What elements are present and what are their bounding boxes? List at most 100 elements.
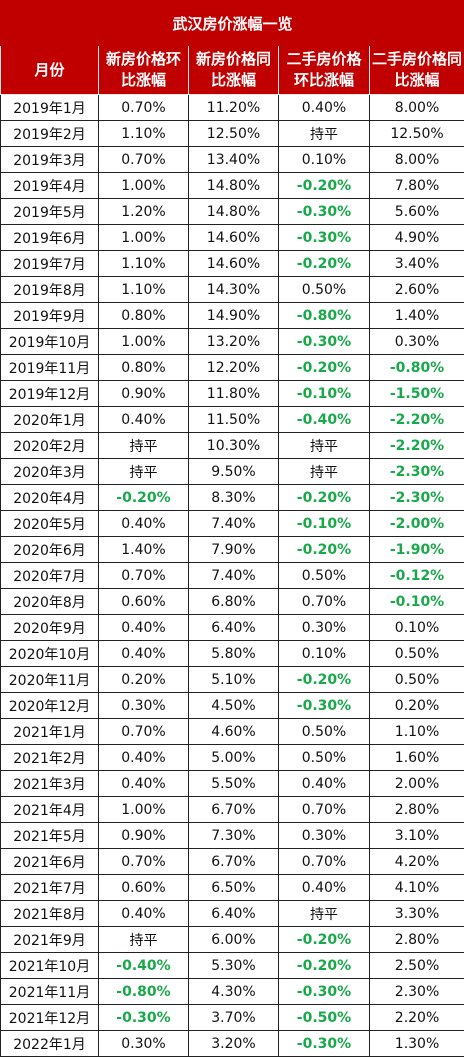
- cell-second-yoy: 1.30%: [370, 1031, 464, 1057]
- cell-new-mom: -0.30%: [99, 1005, 189, 1031]
- cell-month: 2021年6月: [1, 849, 99, 875]
- cell-second-mom: 0.50%: [279, 563, 370, 589]
- cell-second-mom: -0.20%: [279, 667, 370, 693]
- cell-new-yoy: 4.30%: [189, 979, 279, 1005]
- cell-second-mom: -0.20%: [279, 953, 370, 979]
- cell-second-mom: -0.20%: [279, 251, 370, 277]
- cell-second-mom: -0.20%: [279, 173, 370, 199]
- cell-second-yoy: 1.40%: [370, 303, 464, 329]
- cell-second-yoy: 3.30%: [370, 901, 464, 927]
- cell-month: 2019年10月: [1, 329, 99, 355]
- cell-month: 2021年1月: [1, 719, 99, 745]
- cell-second-yoy: -2.30%: [370, 459, 464, 485]
- cell-new-mom: 0.80%: [99, 303, 189, 329]
- cell-new-yoy: 8.30%: [189, 485, 279, 511]
- cell-new-yoy: 14.60%: [189, 251, 279, 277]
- cell-month: 2020年5月: [1, 511, 99, 537]
- header-new-mom: 新房价格环比涨幅: [99, 46, 189, 95]
- cell-month: 2020年3月: [1, 459, 99, 485]
- cell-new-yoy: 5.00%: [189, 745, 279, 771]
- cell-second-yoy: -0.10%: [370, 589, 464, 615]
- cell-new-yoy: 5.10%: [189, 667, 279, 693]
- cell-new-mom: 0.40%: [99, 615, 189, 641]
- cell-new-yoy: 6.50%: [189, 875, 279, 901]
- cell-new-mom: 0.30%: [99, 693, 189, 719]
- cell-second-yoy: 8.00%: [370, 95, 464, 121]
- cell-new-yoy: 11.50%: [189, 407, 279, 433]
- table-row: 2021年10月-0.40%5.30%-0.20%2.50%: [1, 953, 464, 979]
- cell-month: 2021年10月: [1, 953, 99, 979]
- cell-second-yoy: -2.30%: [370, 485, 464, 511]
- cell-month: 2021年2月: [1, 745, 99, 771]
- cell-new-mom: -0.80%: [99, 979, 189, 1005]
- cell-second-mom: -0.40%: [279, 407, 370, 433]
- cell-second-yoy: 2.60%: [370, 277, 464, 303]
- cell-second-mom: 0.30%: [279, 823, 370, 849]
- cell-second-mom: -0.30%: [279, 199, 370, 225]
- cell-second-mom: -0.20%: [279, 485, 370, 511]
- cell-second-mom: 0.50%: [279, 745, 370, 771]
- cell-second-yoy: 8.00%: [370, 147, 464, 173]
- cell-second-yoy: 2.80%: [370, 927, 464, 953]
- cell-second-mom: -0.30%: [279, 979, 370, 1005]
- cell-new-yoy: 13.40%: [189, 147, 279, 173]
- cell-second-yoy: 2.30%: [370, 979, 464, 1005]
- cell-month: 2020年7月: [1, 563, 99, 589]
- cell-second-mom: 0.10%: [279, 641, 370, 667]
- title-row: 武汉房价涨幅一览: [1, 1, 464, 46]
- cell-second-yoy: 1.60%: [370, 745, 464, 771]
- cell-month: 2021年9月: [1, 927, 99, 953]
- cell-second-mom: 0.40%: [279, 875, 370, 901]
- cell-month: 2020年2月: [1, 433, 99, 459]
- cell-month: 2021年11月: [1, 979, 99, 1005]
- cell-second-yoy: 5.60%: [370, 199, 464, 225]
- cell-new-yoy: 11.20%: [189, 95, 279, 121]
- cell-month: 2019年6月: [1, 225, 99, 251]
- cell-new-yoy: 14.60%: [189, 225, 279, 251]
- cell-month: 2020年12月: [1, 693, 99, 719]
- cell-second-mom: -0.10%: [279, 511, 370, 537]
- cell-second-mom: -0.30%: [279, 329, 370, 355]
- cell-second-mom: -0.80%: [279, 303, 370, 329]
- cell-month: 2019年9月: [1, 303, 99, 329]
- cell-new-mom: 1.00%: [99, 173, 189, 199]
- cell-second-mom: -0.20%: [279, 355, 370, 381]
- cell-month: 2020年10月: [1, 641, 99, 667]
- cell-new-mom: 0.20%: [99, 667, 189, 693]
- header-row: 月份 新房价格环比涨幅 新房价格同比涨幅 二手房价格环比涨幅 二手房价格同比涨幅: [1, 46, 464, 95]
- cell-new-mom: -0.40%: [99, 953, 189, 979]
- cell-new-yoy: 5.80%: [189, 641, 279, 667]
- cell-second-yoy: 4.20%: [370, 849, 464, 875]
- cell-new-mom: 0.70%: [99, 719, 189, 745]
- cell-month: 2022年1月: [1, 1031, 99, 1057]
- cell-new-yoy: 6.40%: [189, 615, 279, 641]
- cell-new-yoy: 3.70%: [189, 1005, 279, 1031]
- cell-month: 2019年5月: [1, 199, 99, 225]
- cell-new-mom: 0.40%: [99, 641, 189, 667]
- cell-month: 2021年4月: [1, 797, 99, 823]
- cell-new-yoy: 14.30%: [189, 277, 279, 303]
- cell-second-yoy: 0.50%: [370, 667, 464, 693]
- cell-new-mom: 持平: [99, 433, 189, 459]
- cell-month: 2019年3月: [1, 147, 99, 173]
- cell-second-yoy: 2.00%: [370, 771, 464, 797]
- cell-second-yoy: -2.20%: [370, 433, 464, 459]
- cell-new-yoy: 12.20%: [189, 355, 279, 381]
- cell-new-mom: 1.20%: [99, 199, 189, 225]
- cell-new-mom: 1.10%: [99, 251, 189, 277]
- cell-new-yoy: 3.20%: [189, 1031, 279, 1057]
